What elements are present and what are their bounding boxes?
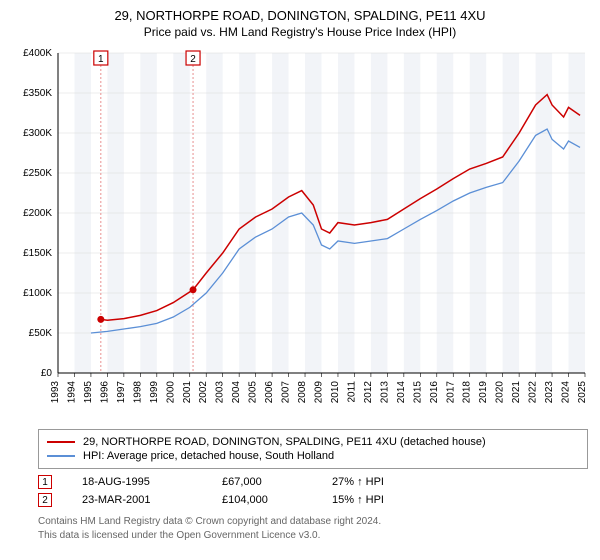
- svg-text:2005: 2005: [248, 381, 259, 404]
- chart-container: 29, NORTHORPE ROAD, DONINGTON, SPALDING,…: [0, 0, 600, 560]
- svg-text:2007: 2007: [281, 381, 292, 404]
- svg-text:2017: 2017: [445, 381, 456, 404]
- svg-text:2009: 2009: [314, 381, 325, 404]
- svg-text:2016: 2016: [429, 381, 440, 404]
- svg-text:£200K: £200K: [23, 208, 52, 219]
- svg-text:2023: 2023: [544, 381, 555, 404]
- marker-date: 23-MAR-2001: [82, 494, 192, 506]
- footer-licence: This data is licensed under the Open Gov…: [38, 529, 590, 543]
- svg-text:1994: 1994: [66, 381, 77, 404]
- svg-text:£300K: £300K: [23, 128, 52, 139]
- svg-text:2010: 2010: [330, 381, 341, 404]
- svg-text:2002: 2002: [198, 381, 209, 404]
- marker-price: £67,000: [222, 476, 302, 488]
- legend-label-2: HPI: Average price, detached house, Sout…: [83, 450, 334, 462]
- svg-text:£0: £0: [41, 368, 53, 379]
- legend-item-2: HPI: Average price, detached house, Sout…: [47, 450, 579, 462]
- svg-text:2020: 2020: [495, 381, 506, 404]
- legend-swatch-1: [47, 441, 75, 443]
- svg-text:2013: 2013: [379, 381, 390, 404]
- svg-text:1997: 1997: [116, 381, 127, 404]
- svg-text:2006: 2006: [264, 381, 275, 404]
- title-subtitle: Price paid vs. HM Land Registry's House …: [10, 25, 590, 39]
- svg-text:2011: 2011: [346, 381, 357, 403]
- legend-item-1: 29, NORTHORPE ROAD, DONINGTON, SPALDING,…: [47, 436, 579, 448]
- svg-text:2000: 2000: [165, 381, 176, 404]
- svg-text:2: 2: [190, 54, 196, 65]
- marker-date: 18-AUG-1995: [82, 476, 192, 488]
- legend-swatch-2: [47, 455, 75, 457]
- svg-text:2022: 2022: [528, 381, 539, 404]
- transactions-table: 1 18-AUG-1995 £67,000 27% ↑ HPI 2 23-MAR…: [38, 475, 590, 507]
- titles: 29, NORTHORPE ROAD, DONINGTON, SPALDING,…: [10, 8, 590, 39]
- svg-text:2004: 2004: [231, 381, 242, 404]
- svg-text:1993: 1993: [50, 381, 61, 404]
- marker-delta: 15% ↑ HPI: [332, 494, 432, 506]
- svg-text:£150K: £150K: [23, 248, 52, 259]
- svg-text:1998: 1998: [132, 381, 143, 404]
- table-row: 1 18-AUG-1995 £67,000 27% ↑ HPI: [38, 475, 590, 489]
- svg-text:2012: 2012: [363, 381, 374, 404]
- svg-text:1996: 1996: [99, 381, 110, 404]
- footer: Contains HM Land Registry data © Crown c…: [38, 515, 590, 542]
- marker-badge: 1: [38, 475, 52, 489]
- svg-text:2018: 2018: [462, 381, 473, 404]
- svg-text:2025: 2025: [577, 381, 588, 404]
- svg-text:1995: 1995: [83, 381, 94, 404]
- marker-delta: 27% ↑ HPI: [332, 476, 432, 488]
- svg-text:£50K: £50K: [29, 328, 53, 339]
- marker-badge: 2: [38, 493, 52, 507]
- title-address: 29, NORTHORPE ROAD, DONINGTON, SPALDING,…: [10, 8, 590, 23]
- svg-text:2008: 2008: [297, 381, 308, 404]
- svg-text:2019: 2019: [478, 381, 489, 404]
- table-row: 2 23-MAR-2001 £104,000 15% ↑ HPI: [38, 493, 590, 507]
- svg-text:2003: 2003: [215, 381, 226, 404]
- legend-label-1: 29, NORTHORPE ROAD, DONINGTON, SPALDING,…: [83, 436, 486, 448]
- svg-text:1999: 1999: [149, 381, 160, 404]
- svg-text:2024: 2024: [561, 381, 572, 404]
- legend: 29, NORTHORPE ROAD, DONINGTON, SPALDING,…: [38, 429, 588, 469]
- svg-text:2015: 2015: [412, 381, 423, 404]
- svg-text:2001: 2001: [182, 381, 193, 404]
- svg-text:1: 1: [98, 54, 104, 65]
- svg-text:£400K: £400K: [23, 48, 52, 59]
- svg-text:£250K: £250K: [23, 168, 52, 179]
- svg-text:£100K: £100K: [23, 288, 52, 299]
- svg-text:£350K: £350K: [23, 88, 52, 99]
- svg-text:2014: 2014: [396, 381, 407, 404]
- footer-copyright: Contains HM Land Registry data © Crown c…: [38, 515, 590, 529]
- chart-plot: £0 £50K £100K £150K £200K £250K £300K £350K £400…: [10, 43, 590, 423]
- svg-text:2021: 2021: [511, 381, 522, 404]
- marker-price: £104,000: [222, 494, 302, 506]
